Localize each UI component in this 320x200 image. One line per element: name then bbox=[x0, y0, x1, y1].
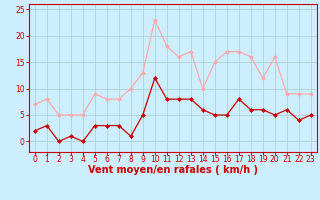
X-axis label: Vent moyen/en rafales ( km/h ): Vent moyen/en rafales ( km/h ) bbox=[88, 165, 258, 175]
